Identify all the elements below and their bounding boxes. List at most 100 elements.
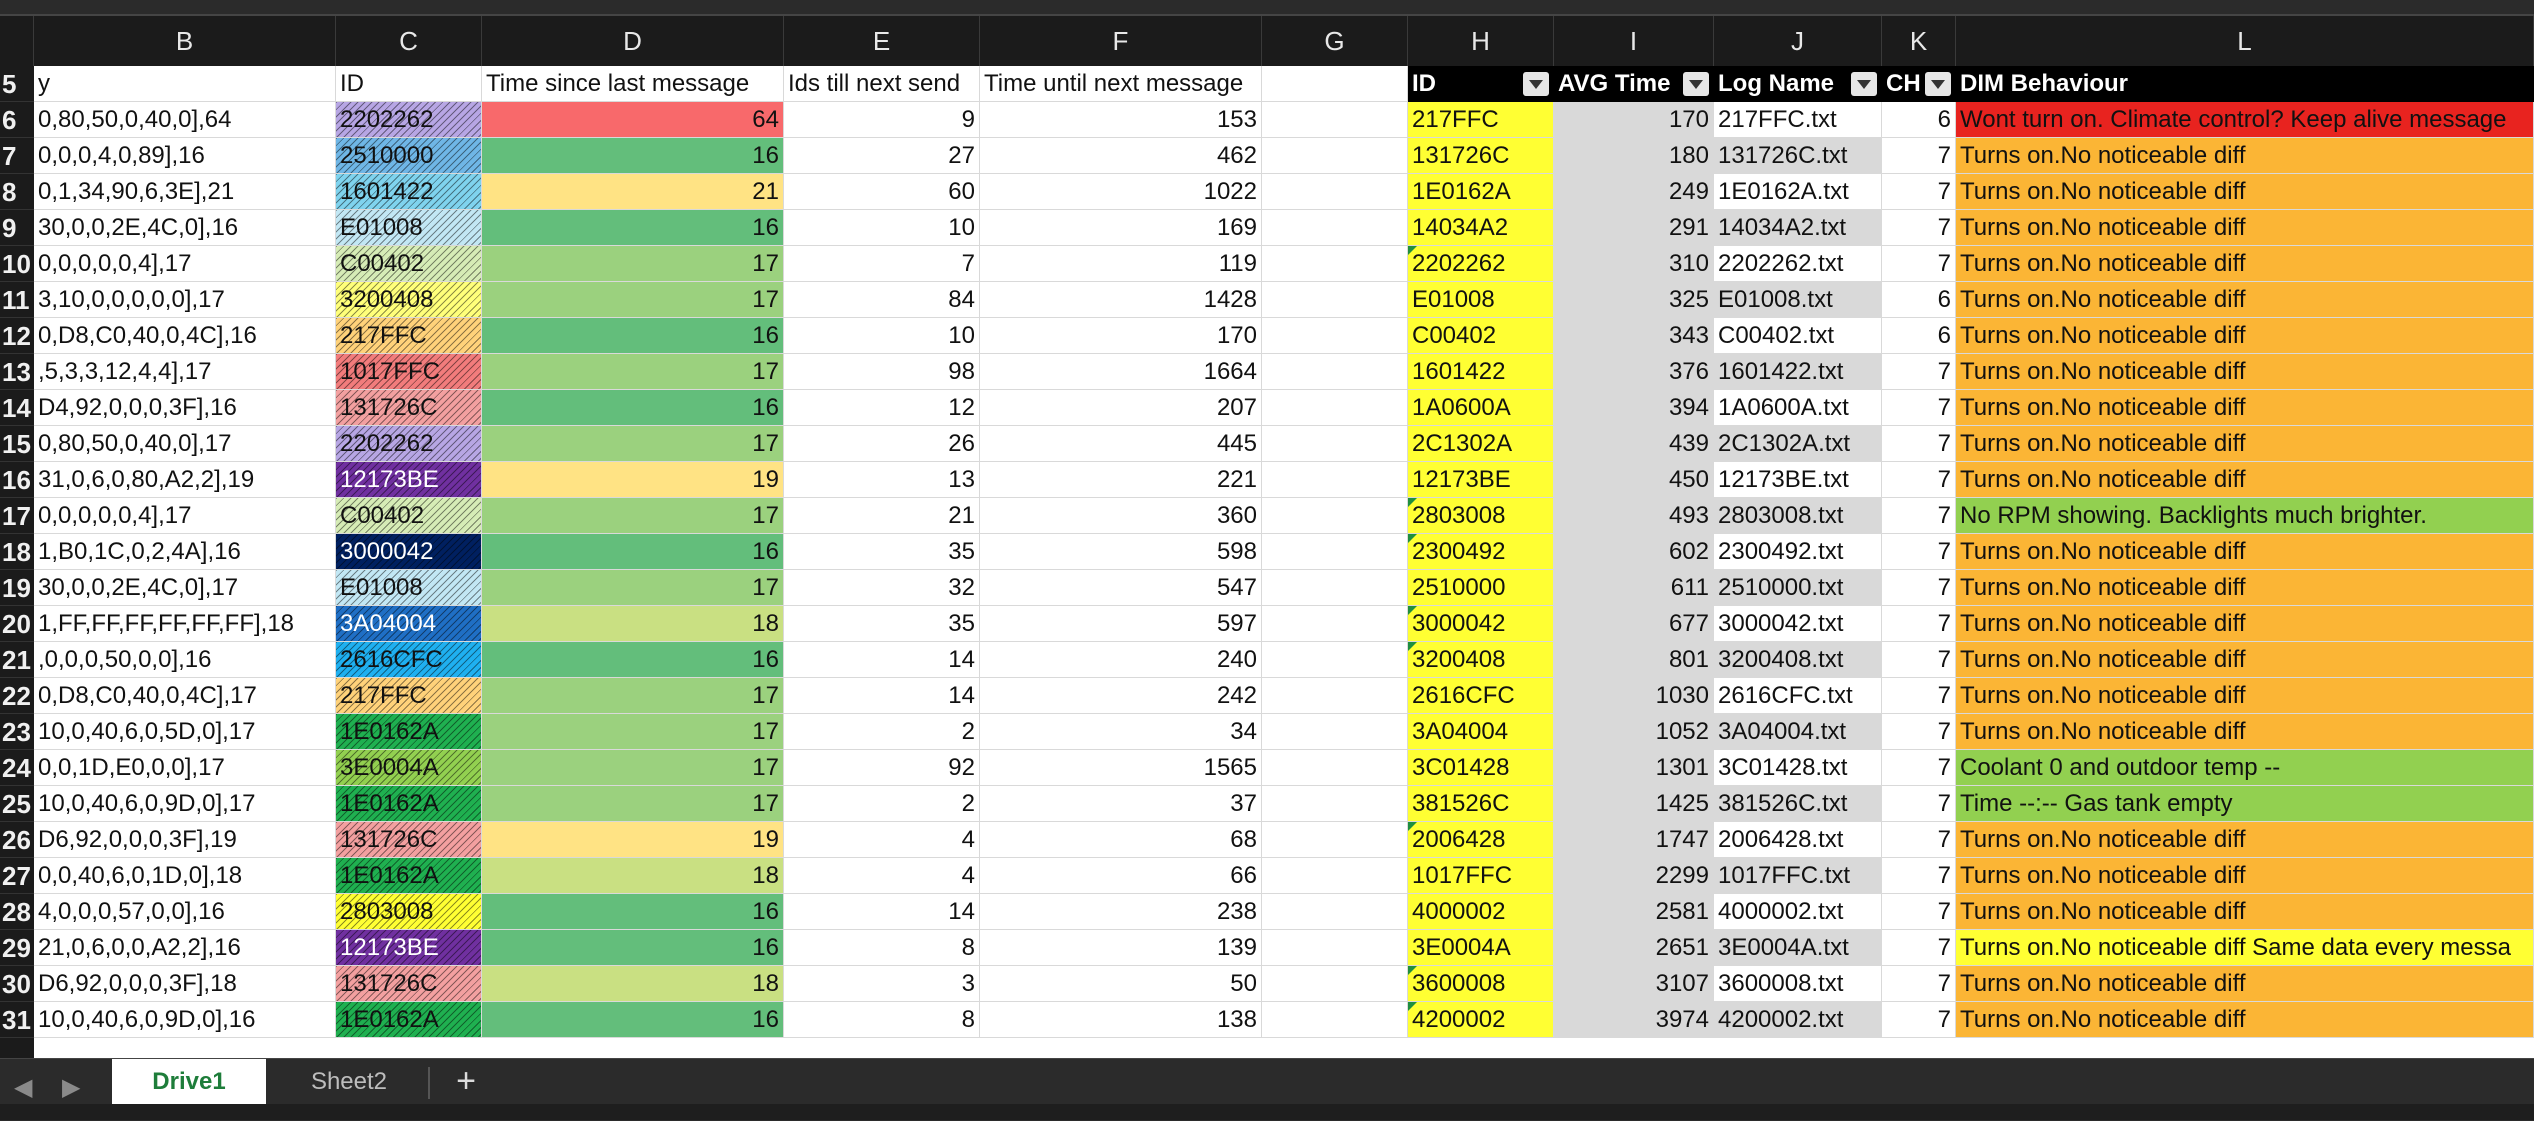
cell-time-since-last[interactable]: 16 bbox=[482, 210, 784, 246]
cell-log-name[interactable]: 3A04004.txt bbox=[1714, 714, 1882, 750]
cell-ch[interactable]: 7 bbox=[1882, 390, 1956, 426]
cell-table-id[interactable]: 2300492 bbox=[1408, 534, 1554, 570]
cell-payload[interactable]: 10,0,40,6,0,9D,0],16 bbox=[34, 1002, 336, 1038]
cell-dim-behaviour[interactable]: Turns on.No noticeable diff bbox=[1956, 246, 2534, 282]
row-header[interactable]: 17 bbox=[0, 498, 34, 534]
cell-dim-behaviour[interactable]: Time --:-- Gas tank empty bbox=[1956, 786, 2534, 822]
cell-id[interactable]: 2510000 bbox=[336, 138, 482, 174]
cell-payload[interactable]: 30,0,0,2E,4C,0],16 bbox=[34, 210, 336, 246]
cell-payload[interactable]: 0,0,40,6,0,1D,0],18 bbox=[34, 858, 336, 894]
cell-ch[interactable]: 7 bbox=[1882, 822, 1956, 858]
cell-empty-g[interactable] bbox=[1262, 138, 1408, 174]
column-header-d[interactable]: D bbox=[482, 16, 784, 66]
cell-payload[interactable]: 0,1,34,90,6,3E],21 bbox=[34, 174, 336, 210]
cell-avg-time[interactable]: 325 bbox=[1554, 282, 1714, 318]
cell-table-id[interactable]: 3000042 bbox=[1408, 606, 1554, 642]
cell-payload[interactable]: 30,0,0,2E,4C,0],17 bbox=[34, 570, 336, 606]
cell-id[interactable]: 3E0004A bbox=[336, 750, 482, 786]
cell-log-name[interactable]: 131726C.txt bbox=[1714, 138, 1882, 174]
cell-log-name[interactable]: 4000002.txt bbox=[1714, 894, 1882, 930]
row-header[interactable]: 10 bbox=[0, 246, 34, 282]
cell-ids-till-next[interactable]: 2 bbox=[784, 786, 980, 822]
cell-time-since-last[interactable]: 19 bbox=[482, 462, 784, 498]
cell-time-until-next[interactable]: 50 bbox=[980, 966, 1262, 1002]
cell-log-name[interactable]: 381526C.txt bbox=[1714, 786, 1882, 822]
column-header-c[interactable]: C bbox=[336, 16, 482, 66]
cell-payload[interactable]: 0,80,50,0,40,0],64 bbox=[34, 102, 336, 138]
cell-time-since-last[interactable]: 18 bbox=[482, 966, 784, 1002]
cell-dim-behaviour[interactable]: Turns on.No noticeable diff bbox=[1956, 426, 2534, 462]
cell-log-name[interactable]: 2616CFC.txt bbox=[1714, 678, 1882, 714]
cell-log-name[interactable]: 14034A2.txt bbox=[1714, 210, 1882, 246]
cell-empty-g[interactable] bbox=[1262, 498, 1408, 534]
cell-ch[interactable]: 7 bbox=[1882, 606, 1956, 642]
cell-id[interactable]: 1601422 bbox=[336, 174, 482, 210]
cell-dim-behaviour[interactable]: Turns on.No noticeable diff bbox=[1956, 534, 2534, 570]
cell-ids-till-next[interactable]: 2 bbox=[784, 714, 980, 750]
cell-ids-till-next[interactable]: 21 bbox=[784, 498, 980, 534]
cell-payload[interactable]: 0,0,0,4,0,89],16 bbox=[34, 138, 336, 174]
row-header[interactable]: 13 bbox=[0, 354, 34, 390]
spreadsheet-grid[interactable]: y ID Time since last message Ids till ne… bbox=[34, 66, 2534, 1058]
row-header[interactable]: 5 bbox=[0, 66, 34, 102]
cell-ids-till-next[interactable]: 14 bbox=[784, 678, 980, 714]
cell-time-until-next[interactable]: 1022 bbox=[980, 174, 1262, 210]
next-sheet-arrow-icon[interactable]: ▶ bbox=[62, 1074, 81, 1101]
cell-time-until-next[interactable]: 37 bbox=[980, 786, 1262, 822]
cell-table-id[interactable]: 1601422 bbox=[1408, 354, 1554, 390]
cell-avg-time[interactable]: 1425 bbox=[1554, 786, 1714, 822]
cell-id[interactable]: C00402 bbox=[336, 498, 482, 534]
cell-ids-till-next[interactable]: 35 bbox=[784, 606, 980, 642]
row-header[interactable]: 26 bbox=[0, 822, 34, 858]
cell-time-since-last[interactable]: 16 bbox=[482, 642, 784, 678]
cell-payload[interactable]: 0,D8,C0,40,0,4C],17 bbox=[34, 678, 336, 714]
cell-time-since-last[interactable]: 16 bbox=[482, 930, 784, 966]
cell-ids-till-next[interactable]: 60 bbox=[784, 174, 980, 210]
cell-time-until-next[interactable]: 547 bbox=[980, 570, 1262, 606]
cell-table-id[interactable]: 2C1302A bbox=[1408, 426, 1554, 462]
cell-avg-time[interactable]: 493 bbox=[1554, 498, 1714, 534]
cell-payload[interactable]: 3,10,0,0,0,0,0],17 bbox=[34, 282, 336, 318]
row-header[interactable]: 21 bbox=[0, 642, 34, 678]
cell-time-until-next[interactable]: 1565 bbox=[980, 750, 1262, 786]
cell-avg-time[interactable]: 394 bbox=[1554, 390, 1714, 426]
cell-id[interactable]: E01008 bbox=[336, 570, 482, 606]
cell-time-until-next[interactable]: 138 bbox=[980, 1002, 1262, 1038]
cell-ch[interactable]: 7 bbox=[1882, 246, 1956, 282]
cell-time-since-last[interactable]: 17 bbox=[482, 498, 784, 534]
cell-time-since-last[interactable]: 18 bbox=[482, 858, 784, 894]
cell-ch[interactable]: 7 bbox=[1882, 966, 1956, 1002]
cell-time-until-next[interactable]: 170 bbox=[980, 318, 1262, 354]
cell-dim-behaviour[interactable]: Turns on.No noticeable diff bbox=[1956, 318, 2534, 354]
cell-dim-behaviour[interactable]: Wont turn on. Climate control? Keep aliv… bbox=[1956, 102, 2534, 138]
cell-ch[interactable]: 7 bbox=[1882, 210, 1956, 246]
cell-empty-g[interactable] bbox=[1262, 462, 1408, 498]
cell-time-until-next[interactable]: 238 bbox=[980, 894, 1262, 930]
cell-avg-time[interactable]: 310 bbox=[1554, 246, 1714, 282]
cell-dim-behaviour[interactable]: Turns on.No noticeable diff bbox=[1956, 138, 2534, 174]
row-header[interactable]: 8 bbox=[0, 174, 34, 210]
filter-dropdown-icon[interactable] bbox=[1851, 72, 1877, 96]
cell-table-id[interactable]: 1E0162A bbox=[1408, 174, 1554, 210]
cell-ids-till-next[interactable]: 10 bbox=[784, 210, 980, 246]
row-header[interactable]: 9 bbox=[0, 210, 34, 246]
cell-time-since-last[interactable]: 17 bbox=[482, 714, 784, 750]
cell-time-until-next[interactable]: 119 bbox=[980, 246, 1262, 282]
header-cell-g[interactable] bbox=[1262, 66, 1408, 102]
cell-payload[interactable]: 0,D8,C0,40,0,4C],16 bbox=[34, 318, 336, 354]
cell-log-name[interactable]: 2C1302A.txt bbox=[1714, 426, 1882, 462]
cell-log-name[interactable]: 3000042.txt bbox=[1714, 606, 1882, 642]
cell-ids-till-next[interactable]: 12 bbox=[784, 390, 980, 426]
cell-dim-behaviour[interactable]: Turns on.No noticeable diff bbox=[1956, 462, 2534, 498]
cell-dim-behaviour[interactable]: Turns on.No noticeable diff bbox=[1956, 210, 2534, 246]
cell-ch[interactable]: 7 bbox=[1882, 1002, 1956, 1038]
header-cell-f[interactable]: Time until next message bbox=[980, 66, 1262, 102]
cell-time-since-last[interactable]: 18 bbox=[482, 606, 784, 642]
cell-time-since-last[interactable]: 16 bbox=[482, 138, 784, 174]
column-header-g[interactable]: G bbox=[1262, 16, 1408, 66]
cell-dim-behaviour[interactable]: Turns on.No noticeable diff bbox=[1956, 174, 2534, 210]
cell-dim-behaviour[interactable]: Turns on.No noticeable diff bbox=[1956, 570, 2534, 606]
cell-avg-time[interactable]: 2299 bbox=[1554, 858, 1714, 894]
cell-payload[interactable]: 0,0,0,0,0,4],17 bbox=[34, 498, 336, 534]
row-header[interactable]: 16 bbox=[0, 462, 34, 498]
